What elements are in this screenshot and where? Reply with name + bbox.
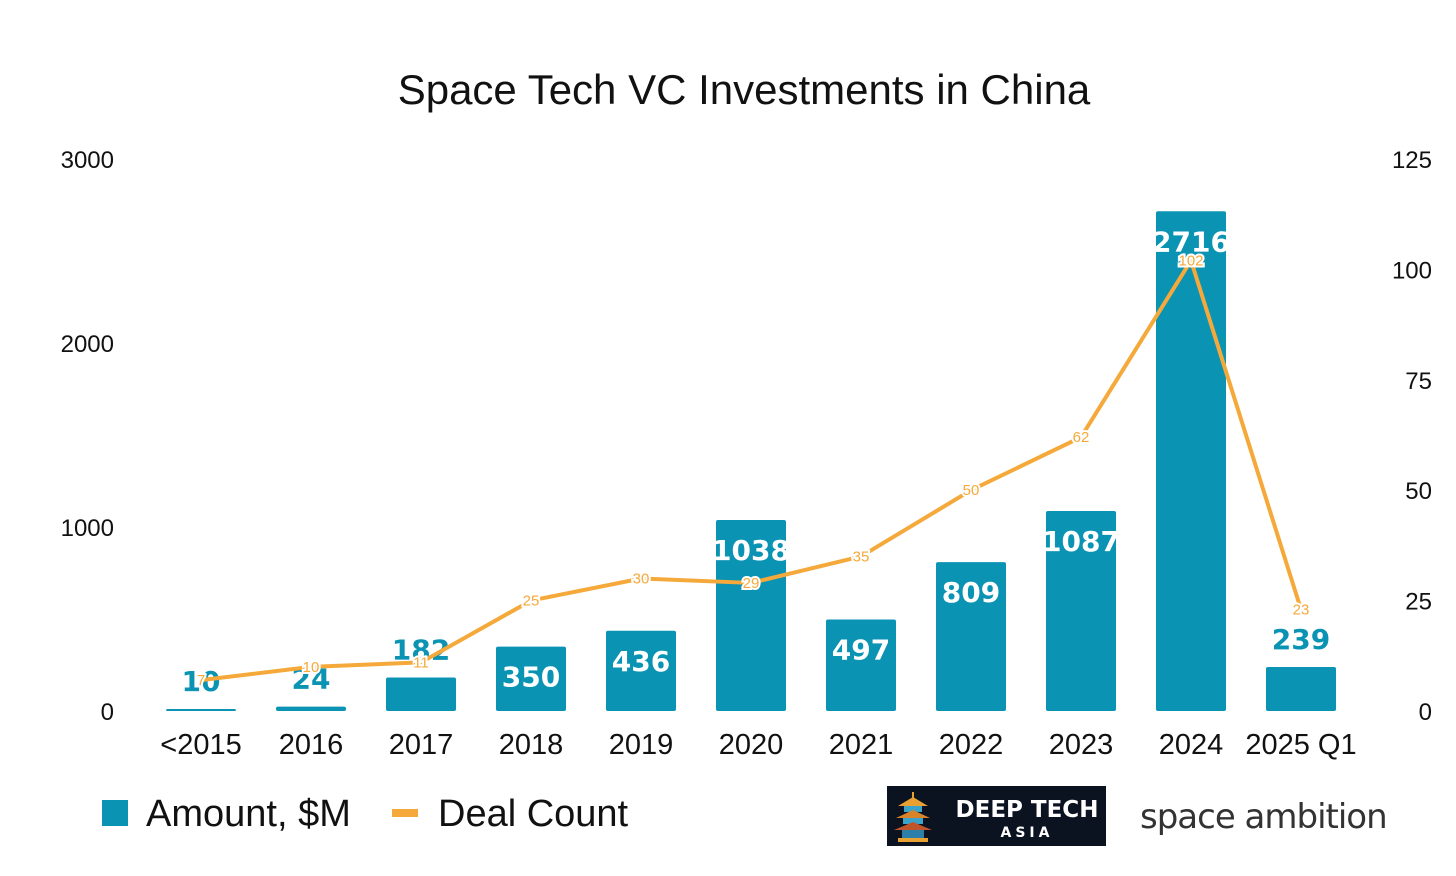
x-tick-label: 2021 (829, 729, 894, 761)
bar (1046, 510, 1116, 711)
x-tick-label: 2024 (1159, 729, 1224, 761)
legend-deal-swatch (392, 809, 418, 817)
space-ambition-logo: space ambition (1140, 797, 1388, 837)
y-right-tick-label: 50 (1405, 478, 1432, 505)
deal-count-label: 29 (743, 575, 760, 592)
bar (276, 706, 346, 711)
x-tick-label: 2019 (609, 729, 674, 761)
x-axis: <2015 2016 2017 2018 2019 2020 2021 2022 2023 202… (160, 729, 1356, 761)
legend-amount-label: Amount, $M (146, 793, 351, 835)
y-right-tick-label: 75 (1405, 368, 1432, 395)
space-ambition-logo-text: space ambition (1140, 797, 1387, 837)
bar-value-label: 809 (942, 576, 1000, 609)
legend-deal-label: Deal Count (438, 793, 629, 835)
x-tick-label: 2017 (389, 729, 454, 761)
x-tick-label: 2025 Q1 (1245, 729, 1356, 761)
bar-value-label: 2716 (1152, 225, 1230, 258)
chart-title: Space Tech VC Investments in China (398, 66, 1091, 113)
y-right-tick-label: 25 (1405, 589, 1432, 616)
deal-count-label: 25 (523, 593, 540, 610)
y-axis-right: 0 25 50 75 100 125 (1392, 147, 1432, 726)
deal-count-label: 7 (197, 672, 205, 689)
bar (826, 619, 896, 711)
y-right-tick-label: 100 (1392, 257, 1432, 284)
legend-amount-swatch (102, 800, 128, 826)
legend: Amount, $M Deal Count (102, 793, 629, 835)
bar (496, 646, 566, 711)
bar (1156, 211, 1226, 712)
y-left-tick-label: 2000 (61, 331, 114, 358)
deeptech-logo-line1: DEEP TECH (956, 797, 1099, 823)
bar (386, 677, 456, 711)
deal-count-label: 102 (1178, 253, 1203, 270)
deeptech-asia-logo: DEEP TECH ASIA (887, 786, 1106, 846)
bar (936, 562, 1006, 711)
x-tick-label: 2022 (939, 729, 1004, 761)
bar (606, 630, 676, 711)
bar (166, 709, 236, 711)
deal-count-label: 62 (1073, 429, 1090, 446)
x-tick-label: 2018 (499, 729, 564, 761)
bar-value-label: 239 (1272, 623, 1330, 656)
x-tick-label: 2020 (719, 729, 784, 761)
deal-count-label: 23 (1293, 601, 1310, 618)
x-tick-label: 2023 (1049, 729, 1114, 761)
y-axis-left: 0 1000 2000 3000 (61, 147, 114, 726)
bar (716, 520, 786, 711)
bar-value-label: 1087 (1042, 525, 1120, 558)
pagoda-icon (894, 792, 932, 842)
bar-value-label: 350 (502, 661, 560, 694)
deal-count-label: 50 (963, 482, 980, 499)
deeptech-logo-line2: ASIA (1001, 825, 1054, 841)
y-right-tick-label: 0 (1419, 699, 1432, 726)
bar-value-label: 10 (182, 665, 221, 698)
bar-value-label: 497 (832, 634, 890, 667)
y-left-tick-label: 1000 (61, 515, 114, 542)
deal-count-label: 10 (303, 659, 320, 676)
y-right-tick-label: 125 (1392, 147, 1432, 174)
bar-value-label: 1038 (712, 534, 790, 567)
deal-count-label: 30 (633, 571, 650, 588)
deal-count-line (200, 258, 1303, 683)
bar-value-label: 436 (612, 645, 670, 678)
deal-count-label: 11 (413, 654, 429, 671)
bar (1266, 667, 1336, 711)
deal-count-label: 35 (853, 548, 870, 565)
y-left-tick-label: 0 (101, 699, 114, 726)
y-left-tick-label: 3000 (61, 147, 114, 174)
x-tick-label: <2015 (160, 729, 241, 761)
line-series: 7 10 11 25 30 29 35 50 62 102 23 (195, 251, 1312, 692)
x-tick-label: 2016 (279, 729, 344, 761)
